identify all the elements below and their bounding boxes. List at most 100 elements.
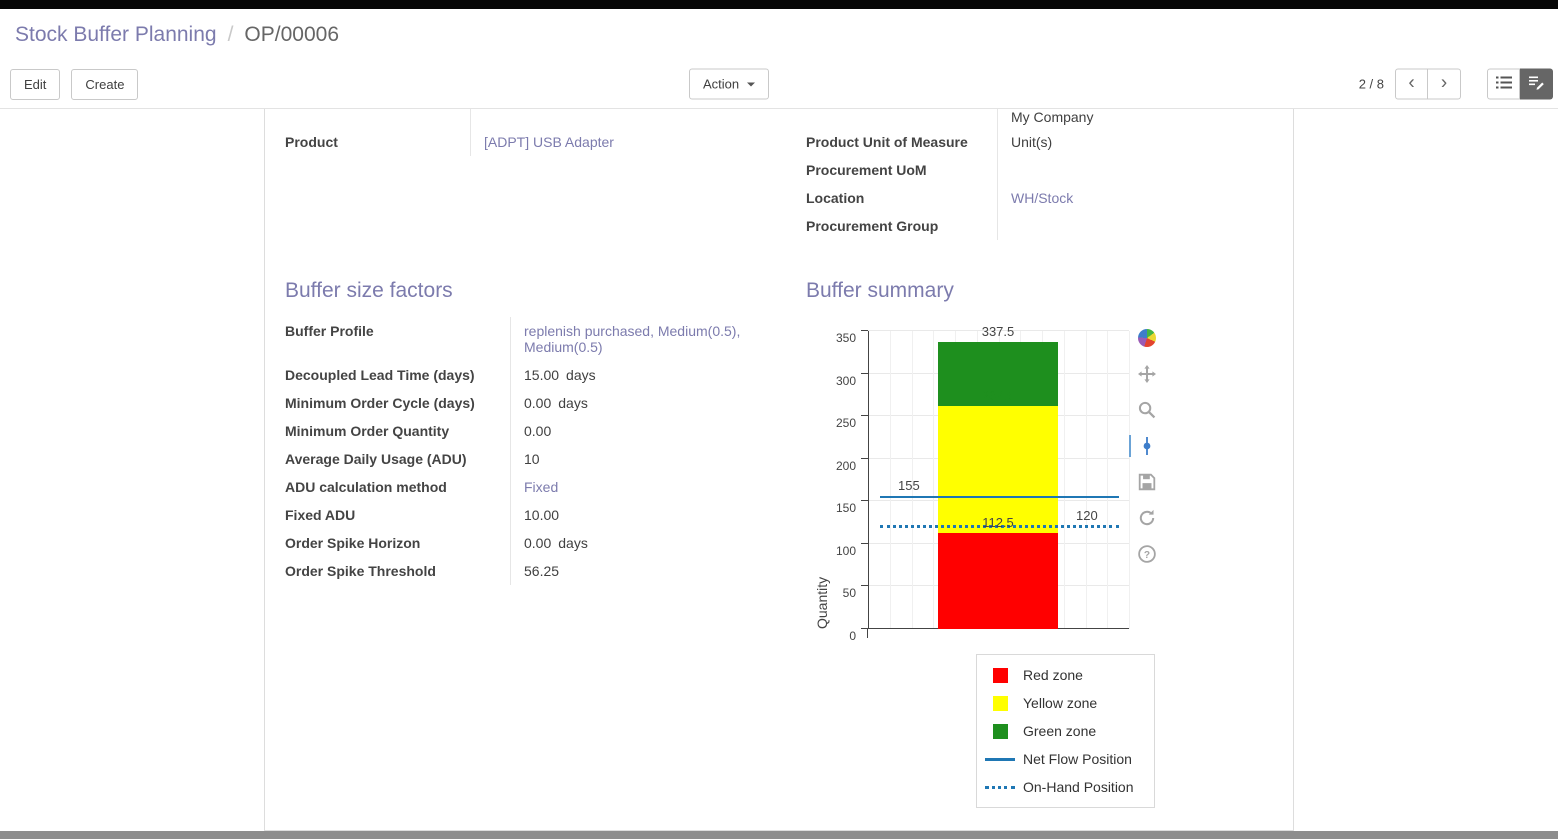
field-label: Procurement Group: [806, 212, 998, 240]
field-value-link[interactable]: [ADPT] USB Adapter: [484, 134, 614, 150]
help-icon[interactable]: ?: [1138, 545, 1156, 563]
y-tick-mark: [861, 372, 868, 374]
list-view-button[interactable]: [1487, 68, 1520, 100]
legend-label: Red zone: [1023, 667, 1083, 683]
field-row: Procurement UoM: [806, 156, 1273, 184]
form-view-button[interactable]: [1520, 68, 1553, 100]
field-value-text: 0.00: [524, 395, 552, 411]
green-zone-bar: [938, 341, 1058, 406]
legend-item-on-hand-position[interactable]: On-Hand Position: [985, 773, 1154, 801]
field-value-link[interactable]: WH/Stock: [1011, 190, 1074, 206]
chart-plot-area: Quantity 0 50 100 150 200 250 300 350 112.5 262.5…: [814, 324, 1130, 643]
svg-text:?: ?: [1144, 550, 1150, 561]
field-label: Order Spike Threshold: [285, 557, 511, 585]
breadcrumb: Stock Buffer Planning / OP/00006: [0, 9, 1558, 60]
gridline-vertical: [889, 331, 891, 629]
edit-button[interactable]: Edit: [10, 68, 61, 100]
form-view-icon: [1528, 75, 1544, 94]
y-tick-mark: [861, 585, 868, 587]
breadcrumb-separator: /: [227, 22, 234, 46]
create-button[interactable]: Create: [71, 68, 139, 100]
chevron-left-icon: ‹: [1408, 72, 1415, 93]
green-zone-boundary-label: 337.5: [981, 323, 1015, 339]
on-hand-position-line-sample: [985, 785, 1015, 789]
on-hand-position-line: [880, 524, 1119, 528]
y-tick-label: 100: [835, 543, 856, 558]
field-row: Decoupled Lead Time (days) 15.00 days: [285, 361, 806, 389]
legend-item-green-zone[interactable]: Green zone: [985, 717, 1154, 745]
field-value: Unit(s): [998, 128, 1273, 156]
field-label: Minimum Order Cycle (days): [285, 389, 511, 417]
plotly-logo-icon[interactable]: [1138, 329, 1156, 347]
field-row: Location WH/Stock: [806, 184, 1273, 212]
y-tick-mark: [861, 500, 868, 502]
y-tick-mark: [861, 542, 868, 544]
gridline-vertical: [1107, 331, 1109, 629]
field-value: [ADPT] USB Adapter: [471, 128, 806, 156]
field-row: Product Unit of Measure Unit(s): [806, 128, 1273, 156]
y-axis-line: [868, 331, 869, 629]
field-value-text: 56.25: [524, 563, 560, 579]
field-value: [998, 212, 1273, 240]
red-zone-boundary-label: 112.5: [982, 515, 1014, 531]
legend-item-red-zone[interactable]: Red zone: [985, 661, 1154, 689]
field-label: ADU calculation method: [285, 473, 511, 501]
save-icon[interactable]: [1138, 473, 1156, 491]
field-value-text: Unit(s): [1011, 134, 1053, 150]
field-value-link[interactable]: Fixed: [524, 479, 559, 495]
breadcrumb-current: OP/00006: [244, 22, 339, 46]
buffer-size-factors-title: Buffer size factors: [285, 279, 453, 302]
red-zone-bar: [938, 533, 1058, 629]
field-row: Minimum Order Cycle (days) 0.00 days: [285, 389, 806, 417]
buffer-summary-title: Buffer summary: [806, 279, 954, 302]
legend-label: Green zone: [1023, 723, 1097, 739]
field-value: Fixed: [511, 473, 806, 501]
legend-sample: [985, 723, 1015, 739]
pager-next-button[interactable]: ›: [1428, 68, 1461, 100]
field-label: Order Spike Horizon: [285, 529, 511, 557]
reset-axes-icon[interactable]: [1138, 509, 1156, 527]
field-label: Fixed ADU: [285, 501, 511, 529]
field-label: Decoupled Lead Time (days): [285, 361, 511, 389]
legend-sample: [985, 785, 1015, 789]
pan-icon[interactable]: [1138, 365, 1156, 383]
pager-previous-button[interactable]: ‹: [1395, 68, 1428, 100]
legend-sample: [985, 695, 1015, 711]
field-row: Average Daily Usage (ADU) 10: [285, 445, 806, 473]
field-value-text: 0.00: [524, 535, 552, 551]
legend-item-yellow-zone[interactable]: Yellow zone: [985, 689, 1154, 717]
field-value: 15.00 days: [511, 361, 806, 389]
clipped-field-value: My Company: [1011, 109, 1094, 125]
red-zone-swatch: [992, 667, 1008, 683]
field-value-link[interactable]: replenish purchased, Medium(0.5), Medium…: [524, 323, 741, 355]
field-value-text: 10: [524, 451, 540, 467]
field-value-text: 15.00: [524, 367, 560, 383]
yellow-zone-swatch: [992, 695, 1008, 711]
zoom-icon[interactable]: [1138, 401, 1156, 419]
top-navigation-bar: [0, 0, 1558, 9]
legend-sample: [985, 757, 1015, 761]
field-value: 10.00: [511, 501, 806, 529]
pager-area: 2 / 8 ‹ ›: [1358, 68, 1553, 100]
field-row: Minimum Order Quantity 0.00: [285, 417, 806, 445]
control-panel: Edit Create Action 2 / 8 ‹ ›: [0, 60, 1558, 109]
pager-counter: 2 / 8: [1358, 76, 1384, 92]
list-view-icon: [1495, 76, 1512, 93]
field-label: Product: [285, 128, 471, 156]
breadcrumb-parent-link[interactable]: Stock Buffer Planning: [15, 22, 217, 46]
gridline-horizontal: [868, 330, 1129, 331]
field-value: WH/Stock: [998, 184, 1273, 212]
hover-closest-icon[interactable]: [1129, 435, 1156, 457]
gridline-vertical: [1063, 331, 1065, 629]
field-value: [998, 156, 1273, 184]
legend-item-net-flow-position[interactable]: Net Flow Position: [985, 745, 1154, 773]
gridline-vertical: [933, 331, 935, 629]
x-axis-tick: [867, 629, 868, 638]
field-row: Product [ADPT] USB Adapter: [285, 128, 806, 156]
action-dropdown-button[interactable]: Action: [689, 68, 770, 100]
legend-label: Net Flow Position: [1023, 751, 1132, 767]
y-tick-mark: [861, 415, 868, 417]
gridline-vertical: [911, 331, 913, 629]
field-unit: days: [566, 367, 596, 383]
net-flow-position-line: [880, 496, 1119, 499]
